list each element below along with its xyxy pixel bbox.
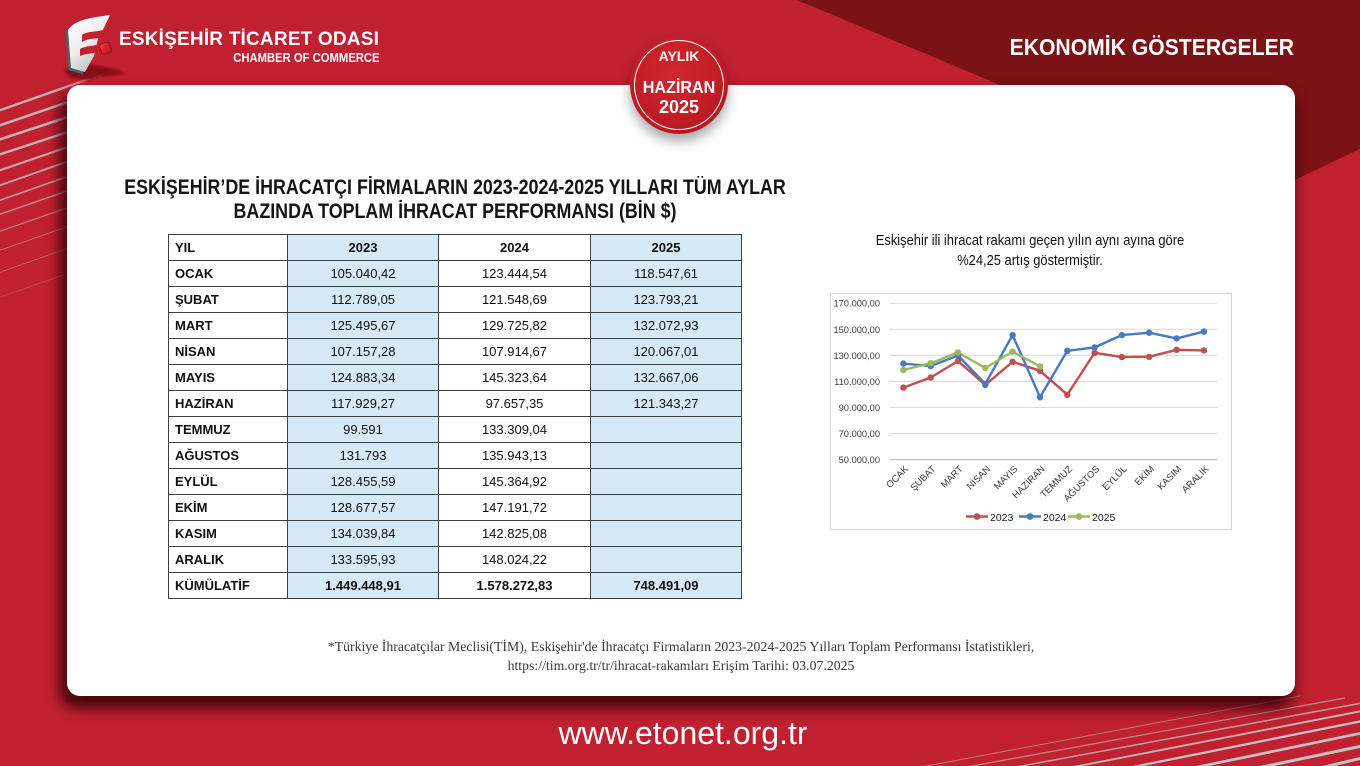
svg-text:2023: 2023 — [990, 512, 1014, 524]
svg-text:2024: 2024 — [1043, 512, 1067, 524]
svg-text:2025: 2025 — [1092, 512, 1116, 524]
svg-text:110.000,00: 110.000,00 — [834, 377, 880, 387]
svg-text:70.000,00: 70.000,00 — [839, 429, 880, 439]
svg-text:150.000,00: 150.000,00 — [833, 325, 880, 335]
svg-text:50.000,00: 50.000,00 — [839, 455, 880, 465]
svg-text:170.000,00: 170.000,00 — [833, 299, 880, 309]
svg-text:90.000,00: 90.000,00 — [839, 403, 880, 413]
svg-text:130.000,00: 130.000,00 — [833, 351, 880, 361]
